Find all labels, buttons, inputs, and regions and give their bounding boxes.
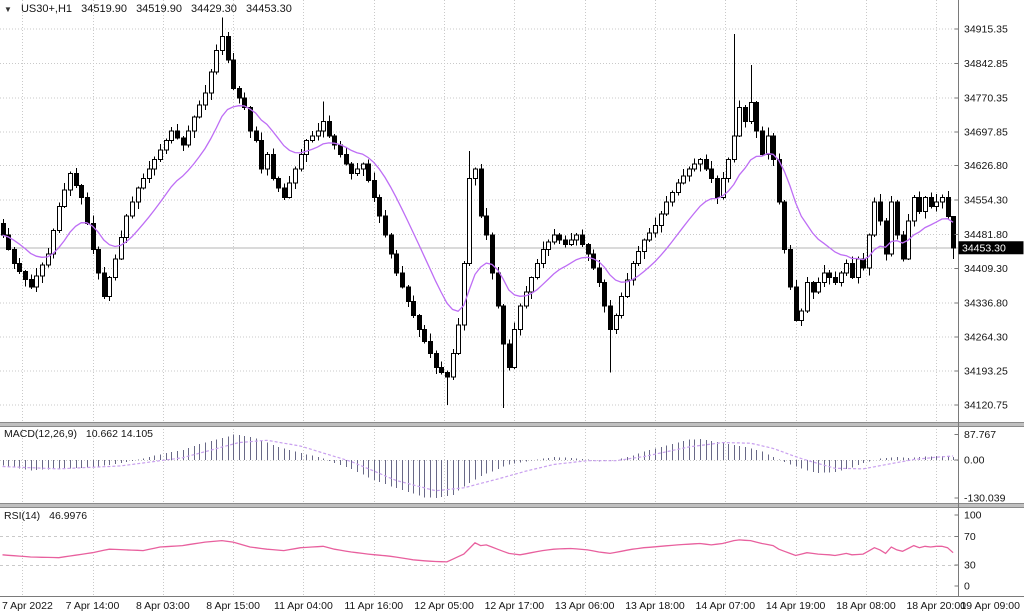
price-axis-label: 34697.85 bbox=[964, 127, 1008, 139]
panel-separator-macd[interactable] bbox=[0, 422, 1024, 427]
current-price-label: 34453.30 bbox=[962, 242, 1006, 254]
time-axis-label: 18 Apr 08:00 bbox=[836, 600, 896, 612]
price-axis-label: 34770.35 bbox=[964, 92, 1008, 104]
current-price-tag: 34453.30 bbox=[958, 241, 1024, 255]
panel-separator-rsi[interactable] bbox=[0, 503, 1024, 508]
macd-indicator-label: MACD(12,26,9) 10.662 14.105 bbox=[4, 428, 159, 440]
macd-histogram bbox=[3, 434, 954, 499]
symbol-dropdown-icon[interactable]: ▼ bbox=[4, 5, 12, 14]
quote-high: 34519.90 bbox=[136, 3, 182, 15]
macd-axis-label: 0.00 bbox=[964, 455, 985, 467]
time-axis-label: 11 Apr 16:00 bbox=[344, 600, 403, 612]
macd-values: 10.662 14.105 bbox=[85, 428, 154, 440]
macd-signal-line bbox=[2, 439, 954, 492]
rsi-name: RSI(14) bbox=[4, 510, 41, 522]
time-axis-label: 11 Apr 04:00 bbox=[274, 600, 333, 612]
price-axis-label: 34915.35 bbox=[964, 24, 1008, 36]
time-axis-label: 19 Apr 09:00 bbox=[960, 600, 1020, 612]
rsi-axis-label: 0 bbox=[964, 581, 970, 593]
price-axis-label: 34120.75 bbox=[964, 400, 1008, 412]
rsi-line bbox=[2, 539, 954, 563]
price-axis-label: 34481.80 bbox=[964, 229, 1008, 241]
price-axis-label: 34336.80 bbox=[964, 297, 1008, 309]
rsi-axis-label: 70 bbox=[964, 531, 976, 543]
rsi-axis-label: 100 bbox=[964, 510, 982, 522]
time-axis-label: 13 Apr 06:00 bbox=[555, 600, 615, 612]
rsi-axis-label: 30 bbox=[964, 559, 976, 571]
rsi-value: 46.9976 bbox=[49, 510, 88, 522]
time-axis-label: 18 Apr 20:00 bbox=[906, 600, 966, 612]
candlestick-series bbox=[1, 17, 956, 408]
macd-name: MACD(12,26,9) bbox=[4, 428, 77, 440]
quote-open: 34519.90 bbox=[81, 3, 127, 15]
price-axis-label: 34409.30 bbox=[964, 263, 1008, 275]
price-axis-label: 34626.80 bbox=[964, 160, 1008, 172]
time-axis-label: 12 Apr 17:00 bbox=[485, 600, 545, 612]
time-axis-label: 8 Apr 03:00 bbox=[136, 600, 190, 612]
time-axis-label: 14 Apr 19:00 bbox=[766, 600, 826, 612]
price-axis-label: 34193.25 bbox=[964, 365, 1008, 377]
price-axis[interactable]: 34915.35 34842.85 34770.35 34697.85 34626.80… bbox=[954, 24, 1008, 412]
axis-frame bbox=[0, 0, 1024, 597]
time-axis-label: 12 Apr 05:00 bbox=[414, 600, 474, 612]
time-axis-label: 14 Apr 07:00 bbox=[696, 600, 756, 612]
rsi-axis[interactable]: 100 70 30 0 bbox=[954, 510, 982, 593]
rsi-indicator-label: RSI(14) 46.9976 bbox=[4, 510, 93, 522]
ma-line bbox=[2, 105, 954, 313]
macd-axis[interactable]: 87.767 0.00 -130.039 bbox=[954, 429, 1006, 505]
macd-axis-label: 87.767 bbox=[964, 429, 996, 441]
time-axis-label: 7 Apr 14:00 bbox=[66, 600, 120, 612]
symbol-label: US30+,H1 bbox=[20, 3, 73, 15]
time-axis-label: 7 Apr 2022 bbox=[2, 600, 53, 612]
time-axis-label: 8 Apr 15:00 bbox=[206, 600, 260, 612]
time-axis[interactable]: 7 Apr 2022 7 Apr 14:00 8 Apr 03:00 8 Apr 15… bbox=[2, 600, 1020, 612]
price-axis-label: 34554.30 bbox=[964, 194, 1008, 206]
time-axis-label: 13 Apr 18:00 bbox=[625, 600, 685, 612]
quote-close: 34453.30 bbox=[245, 3, 292, 15]
chart-title: ▼ US30+,H1 34519.90 34519.90 34429.30 34… bbox=[4, 3, 298, 16]
price-axis-label: 34264.30 bbox=[964, 332, 1008, 344]
quote-low: 34429.30 bbox=[191, 3, 237, 15]
macd-axis-label: -130.039 bbox=[964, 493, 1006, 505]
price-axis-label: 34842.85 bbox=[964, 58, 1008, 70]
